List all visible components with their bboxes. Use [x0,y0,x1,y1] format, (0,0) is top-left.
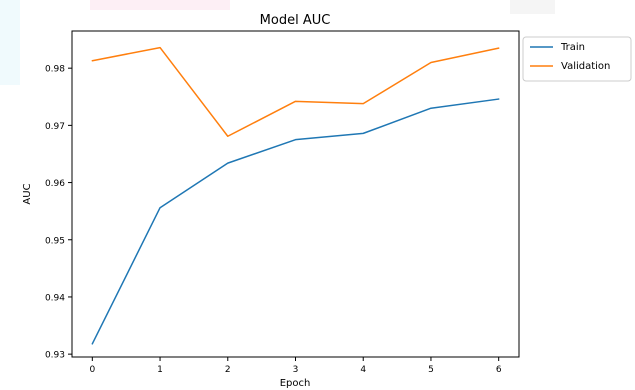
watermark-band-gray [510,0,555,14]
x-tick-label: 3 [293,365,299,375]
y-tick-label: 0.97 [45,122,65,132]
series-layer [91,46,500,345]
legend: Train Validation [522,36,632,82]
x-tick-label: 1 [157,365,163,375]
chart-title: Model AUC [260,13,331,28]
y-tick-label: 0.96 [45,179,65,189]
series-line-validation [91,46,500,137]
plot-frame [71,30,520,358]
series-line-train [91,98,500,345]
legend-box [522,36,632,82]
x-tick-label: 4 [360,365,366,375]
x-tick-label: 6 [496,365,502,375]
y-axis-label: AUC [22,183,33,204]
legend-label-train: Train [560,42,585,53]
x-tick-label: 2 [225,365,231,375]
watermark-band-pink [90,0,230,10]
x-axis-ticks: 0 1 2 3 4 5 6 [89,357,502,375]
legend-label-validation: Validation [561,61,610,72]
y-tick-label: 0.98 [45,65,65,75]
x-tick-label: 0 [89,365,95,375]
y-axis-ticks: 0.93 0.94 0.95 0.96 0.97 0.98 [45,65,72,361]
watermark-band-left [0,0,20,85]
y-tick-label: 0.94 [45,293,65,303]
x-axis-label: Epoch [280,378,311,389]
x-tick-label: 5 [428,365,434,375]
y-tick-label: 0.95 [45,236,65,246]
y-tick-label: 0.93 [45,351,65,361]
